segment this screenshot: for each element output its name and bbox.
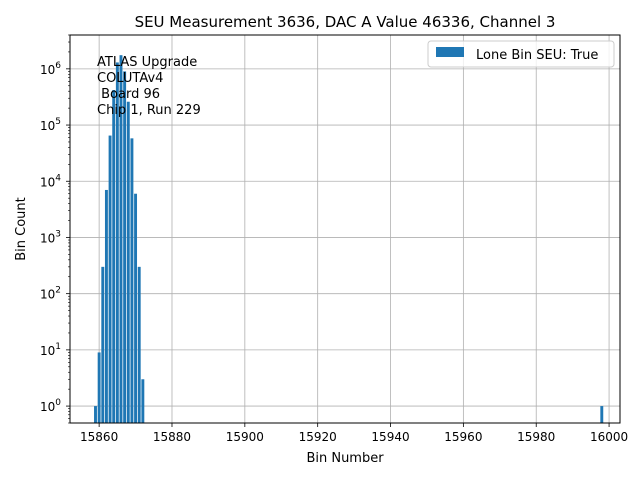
x-axis-ticks: 15860 15880 15900 15920 15940 15960 15980 16000: [80, 423, 628, 444]
y-axis-label: Bin Count: [14, 197, 29, 261]
bar: [134, 193, 138, 423]
plot-frame: [69, 34, 621, 424]
bar: [119, 55, 123, 423]
legend-label: Lone Bin SEU: True: [476, 48, 598, 63]
x-tick-label: 15880: [153, 430, 191, 444]
bar: [97, 352, 101, 423]
y-axis-ticks: 100 101 102 103 104 105 106: [40, 34, 70, 424]
x-axis-label: Bin Number: [306, 451, 384, 466]
bar: [115, 62, 119, 424]
bar: [123, 71, 127, 424]
annotation-line: COLUTAv4: [97, 71, 163, 86]
y-tick-label: 104: [40, 173, 61, 189]
bar: [101, 266, 105, 423]
legend: Lone Bin SEU: True: [427, 40, 615, 68]
x-tick-label: 15860: [80, 430, 118, 444]
bar: [126, 101, 130, 424]
y-tick-label: 106: [40, 61, 61, 77]
annotation-line: Chip 1, Run 229: [97, 103, 201, 118]
bar: [112, 90, 116, 423]
annotation-line: Board 96: [97, 87, 160, 102]
x-tick-label: 15900: [226, 430, 264, 444]
bar: [104, 189, 108, 423]
annotation: ATLAS Upgrade COLUTAv4 Board 96 Chip 1, …: [97, 55, 201, 118]
bar: [600, 406, 604, 423]
y-tick-label: 100: [40, 398, 61, 414]
bar: [130, 138, 134, 424]
bars: [94, 55, 604, 424]
x-tick-label: 15960: [444, 430, 482, 444]
annotation-line: ATLAS Upgrade: [97, 55, 197, 70]
y-tick-label: 105: [40, 117, 61, 133]
y-tick-label: 102: [40, 286, 61, 302]
bar: [141, 379, 145, 423]
legend-frame: [427, 40, 615, 68]
bar: [108, 135, 112, 423]
bar: [137, 266, 141, 423]
x-tick-label: 15980: [517, 430, 555, 444]
bar: [94, 406, 97, 423]
chart-title: SEU Measurement 3636, DAC A Value 46336,…: [135, 13, 556, 31]
y-tick-label: 103: [40, 229, 61, 245]
grid: [70, 35, 620, 423]
x-tick-label: 16000: [590, 430, 628, 444]
y-tick-label: 101: [40, 342, 61, 358]
x-tick-label: 15940: [371, 430, 409, 444]
x-tick-label: 15920: [299, 430, 337, 444]
legend-swatch: [436, 47, 464, 57]
